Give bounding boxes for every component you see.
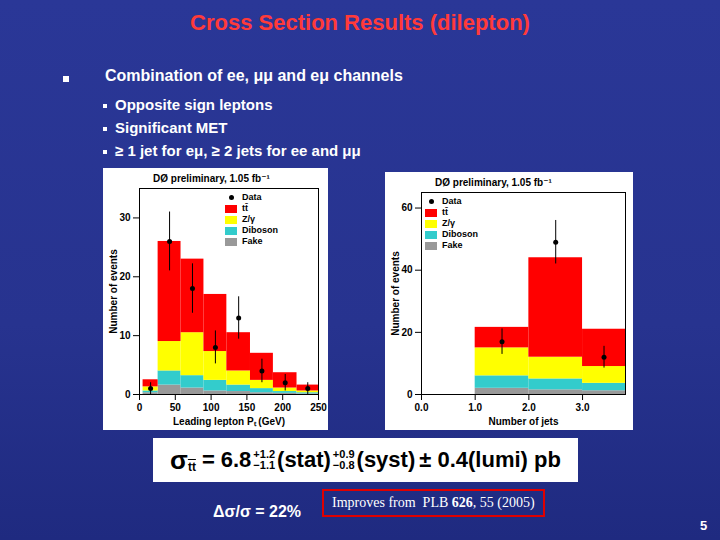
svg-text:0: 0: [137, 402, 143, 413]
svg-text:Leading lepton Pₜ (GeV): Leading lepton Pₜ (GeV): [173, 416, 285, 427]
html-text:(stat): (stat): [277, 447, 331, 472]
html-text:Cross Section Results (dilepto: Cross Section Results (dilepton): [190, 10, 530, 35]
svg-text:150: 150: [239, 402, 256, 413]
svg-text:Number of events: Number of events: [390, 251, 401, 336]
html-text:Opposite sign leptons: Opposite sign leptons: [115, 96, 273, 113]
html-text:(syst) ± 0.4(lumi) pb: (syst) ± 0.4(lumi) pb: [356, 447, 561, 472]
html-text:+0.9: +0.9: [332, 448, 355, 460]
svg-text:1.0: 1.0: [468, 402, 482, 413]
html-text:Combination of ee, μμ and eμ c: Combination of ee, μμ and eμ channels: [105, 67, 403, 84]
html-text:5: 5: [700, 518, 708, 533]
html-text:DØ preliminary, 1.05 fb⁻¹: DØ preliminary, 1.05 fb⁻¹: [435, 177, 552, 188]
svg-text:20: 20: [119, 271, 131, 282]
html-text:σ: σ: [170, 444, 188, 475]
html-text:Z/γ: Z/γ: [442, 218, 455, 228]
svg-text:30: 30: [119, 212, 131, 223]
html-text:Significant MET: Significant MET: [115, 119, 228, 136]
html-text:Fake: Fake: [242, 236, 263, 246]
html-text:−0.8: −0.8: [332, 459, 355, 471]
html-text:Data: Data: [242, 192, 262, 202]
svg-text:20: 20: [401, 327, 413, 338]
svg-text:10: 10: [119, 330, 131, 341]
svg-text:200: 200: [274, 402, 291, 413]
html-text:Diboson: Diboson: [242, 225, 278, 235]
html-text:Data: Data: [442, 196, 462, 206]
html-text:Improves from PLB 626, 55 (200: Improves from PLB 626, 55 (2005): [332, 495, 535, 510]
html-text:Δσ/σ = 22%: Δσ/σ = 22%: [213, 503, 302, 520]
html-text:Z/γ: Z/γ: [242, 214, 255, 224]
svg-text:250: 250: [310, 402, 327, 413]
svg-text:60: 60: [401, 202, 413, 213]
svg-text:Number of jets: Number of jets: [488, 416, 558, 427]
svg-text:50: 50: [170, 402, 182, 413]
svg-text:0: 0: [407, 389, 413, 400]
svg-text:0: 0: [125, 389, 131, 400]
html-text:tt̄: tt̄: [242, 203, 248, 213]
svg-text:40: 40: [401, 264, 413, 275]
html-text:Diboson: Diboson: [442, 229, 478, 239]
svg-text:3.0: 3.0: [576, 402, 590, 413]
html-text:Fake: Fake: [442, 240, 463, 250]
svg-text:100: 100: [203, 402, 220, 413]
svg-text:2.0: 2.0: [522, 402, 536, 413]
svg-text:Number of events: Number of events: [108, 249, 119, 334]
html-text:DØ preliminary, 1.05 fb⁻¹: DØ preliminary, 1.05 fb⁻¹: [153, 173, 270, 184]
html-text:−1.1: −1.1: [253, 459, 276, 471]
html-text:tt = 6.8: tt = 6.8: [187, 447, 252, 474]
svg-text:0.0: 0.0: [415, 402, 429, 413]
html-text:≥ 1 jet for eμ, ≥ 2 jets for e: ≥ 1 jet for eμ, ≥ 2 jets for ee and μμ: [115, 142, 361, 159]
html-text:+1.2: +1.2: [253, 448, 276, 460]
html-text:tt̄: tt̄: [442, 207, 448, 217]
